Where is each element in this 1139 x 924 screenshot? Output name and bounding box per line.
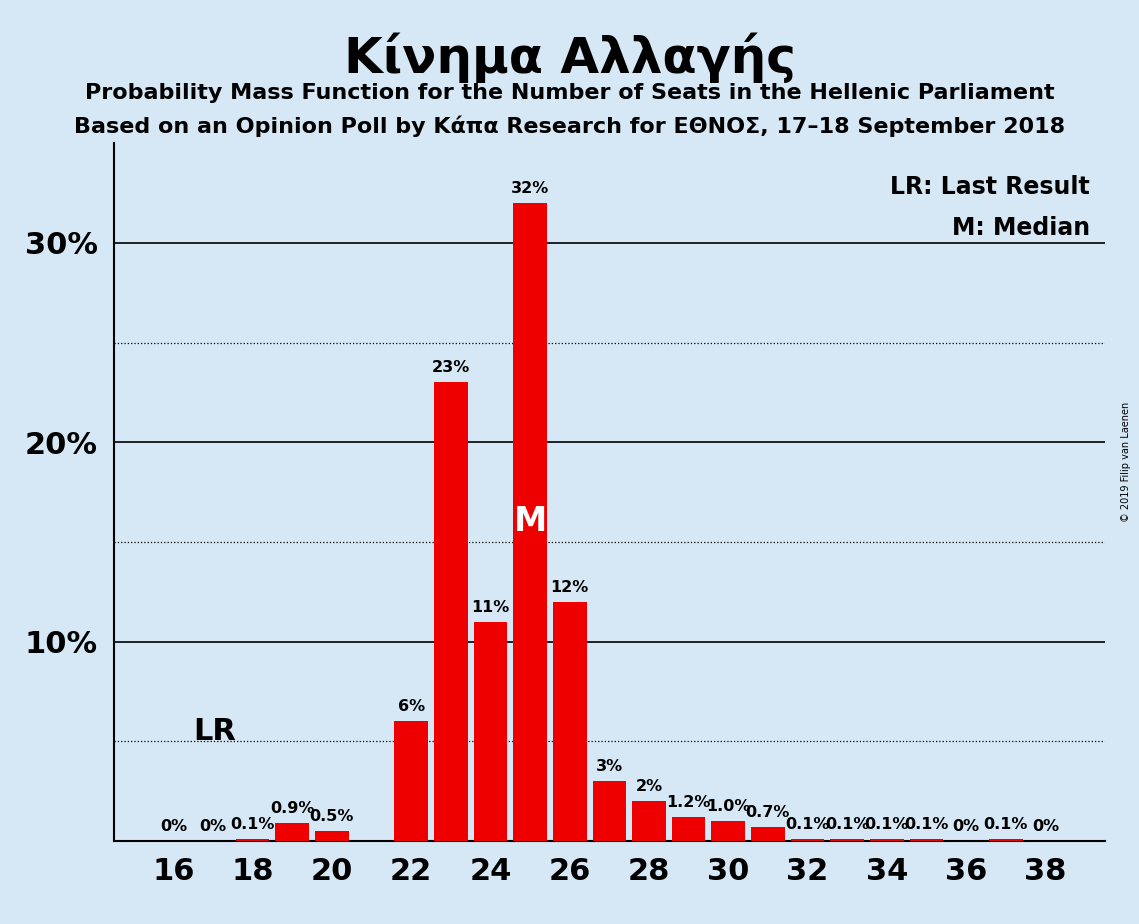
Bar	[434, 383, 468, 841]
Text: 1.0%: 1.0%	[706, 799, 751, 814]
Text: 0%: 0%	[1032, 819, 1059, 833]
Text: Κίνημα Αλλαγής: Κίνημα Αλλαγής	[344, 32, 795, 83]
Bar	[276, 823, 309, 841]
Text: 3%: 3%	[596, 760, 623, 774]
Bar	[632, 801, 666, 841]
Text: 12%: 12%	[550, 579, 589, 595]
Text: 0.9%: 0.9%	[270, 801, 314, 816]
Text: LR: Last Result: LR: Last Result	[891, 175, 1090, 199]
Text: 23%: 23%	[432, 360, 470, 375]
Text: 0%: 0%	[199, 819, 227, 833]
Text: 0.7%: 0.7%	[746, 805, 790, 820]
Text: 32%: 32%	[511, 181, 549, 196]
Text: 0.1%: 0.1%	[786, 817, 829, 832]
Text: M: M	[514, 505, 547, 539]
Text: Probability Mass Function for the Number of Seats in the Hellenic Parliament: Probability Mass Function for the Number…	[84, 83, 1055, 103]
Text: 0.1%: 0.1%	[230, 817, 274, 832]
Text: M: Median: M: Median	[952, 216, 1090, 240]
Bar	[910, 839, 943, 841]
Bar	[870, 839, 903, 841]
Text: 0.1%: 0.1%	[865, 817, 909, 832]
Text: LR: LR	[194, 717, 236, 746]
Text: 11%: 11%	[472, 600, 509, 614]
Text: 1.2%: 1.2%	[666, 795, 711, 810]
Bar	[672, 817, 705, 841]
Bar	[592, 781, 626, 841]
Bar	[830, 839, 865, 841]
Text: 6%: 6%	[398, 699, 425, 714]
Bar	[236, 839, 270, 841]
Text: 0.1%: 0.1%	[904, 817, 949, 832]
Bar	[989, 839, 1023, 841]
Bar	[394, 722, 428, 841]
Text: 0%: 0%	[159, 819, 187, 833]
Text: © 2019 Filip van Laenen: © 2019 Filip van Laenen	[1121, 402, 1131, 522]
Bar	[514, 203, 547, 841]
Text: 0.1%: 0.1%	[825, 817, 869, 832]
Text: 0.1%: 0.1%	[984, 817, 1027, 832]
Text: 0.5%: 0.5%	[310, 808, 354, 824]
Bar	[552, 602, 587, 841]
Bar	[751, 827, 785, 841]
Bar	[316, 831, 349, 841]
Bar	[474, 622, 507, 841]
Text: Based on an Opinion Poll by Κάπα Research for ΕΘΝΟΣ, 17–18 September 2018: Based on an Opinion Poll by Κάπα Researc…	[74, 116, 1065, 137]
Text: 2%: 2%	[636, 779, 663, 794]
Text: 0%: 0%	[952, 819, 980, 833]
Bar	[790, 839, 825, 841]
Bar	[712, 821, 745, 841]
